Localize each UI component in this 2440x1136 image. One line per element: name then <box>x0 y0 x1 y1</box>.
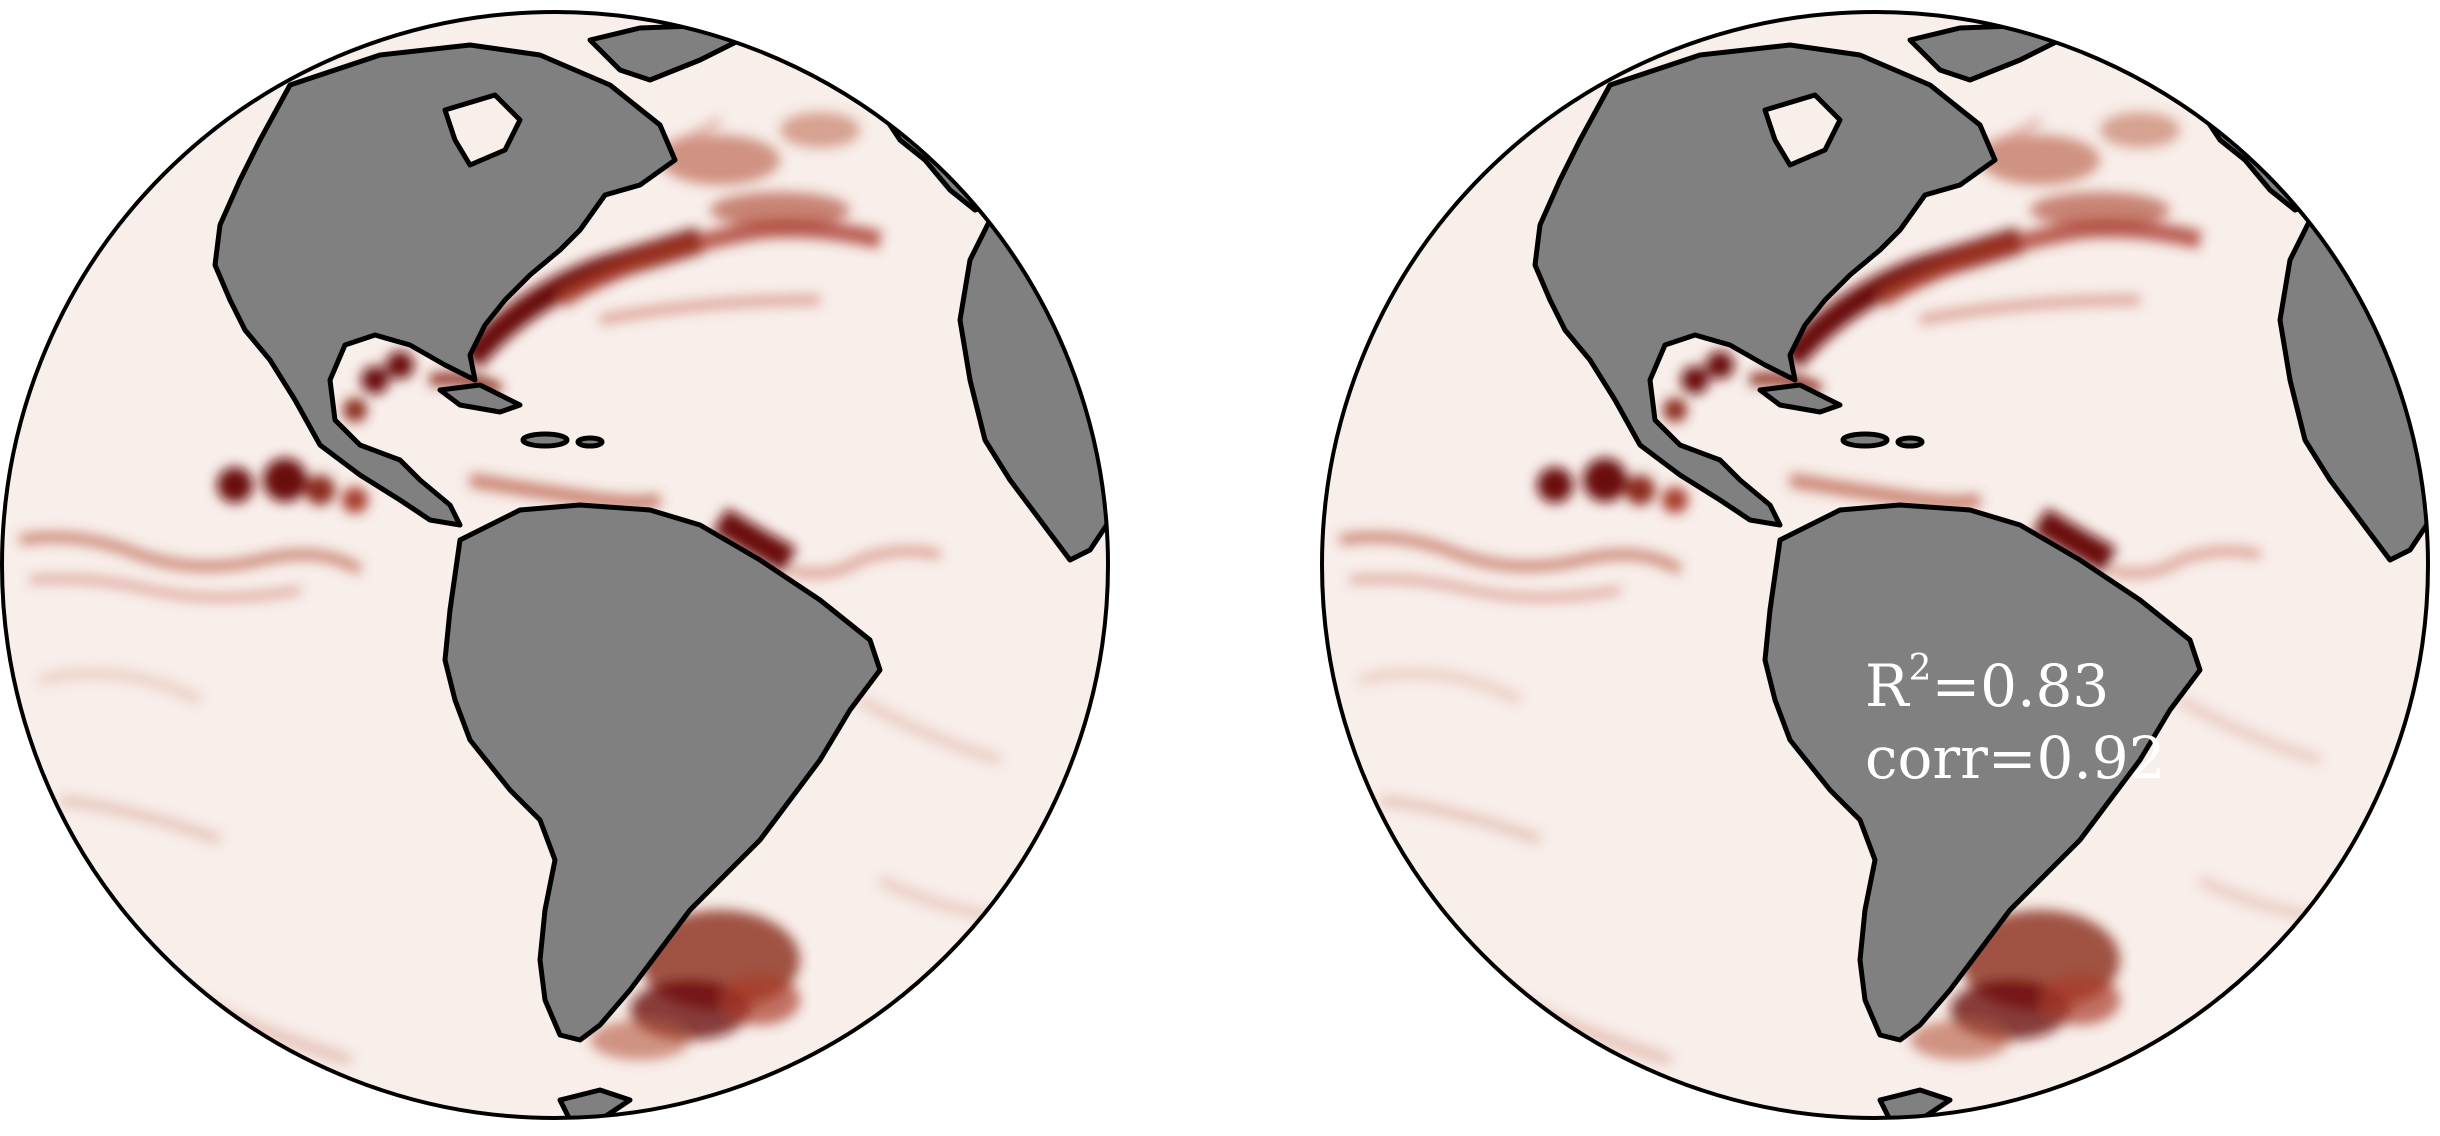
north-america-land <box>212 42 678 528</box>
north-america-land <box>1532 42 1998 528</box>
left-globe <box>0 10 1110 1120</box>
r2-exponent: 2 <box>1909 648 1932 689</box>
landmasses <box>1532 22 2428 1118</box>
greenland-land <box>587 22 763 83</box>
cuba-land <box>1757 382 1843 415</box>
puerto-rico-land <box>575 435 605 449</box>
hispaniola-land <box>1840 431 1890 449</box>
hispaniola-land <box>520 431 570 449</box>
globe-outline <box>1320 10 2430 1120</box>
hudson-bay <box>442 92 523 168</box>
r2-symbol: R <box>1865 652 1911 720</box>
anomaly-field <box>19 112 1051 1066</box>
r2-label: R2=0.83 <box>1865 648 2109 720</box>
right-globe: R2=0.83 corr=0.92 <box>1320 10 2430 1120</box>
south-america-land <box>442 502 883 1043</box>
south-america-land <box>1762 502 2203 1043</box>
globe-outline <box>0 10 1110 1120</box>
corr-label: corr=0.92 <box>1865 724 2166 792</box>
metrics-annotation: R2=0.83 corr=0.92 <box>1865 648 2166 792</box>
greenland-land <box>1907 22 2083 83</box>
hudson-bay <box>1762 92 1843 168</box>
r2-value: =0.83 <box>1932 652 2110 720</box>
puerto-rico-land <box>1895 435 1925 449</box>
cuba-land <box>437 382 523 415</box>
